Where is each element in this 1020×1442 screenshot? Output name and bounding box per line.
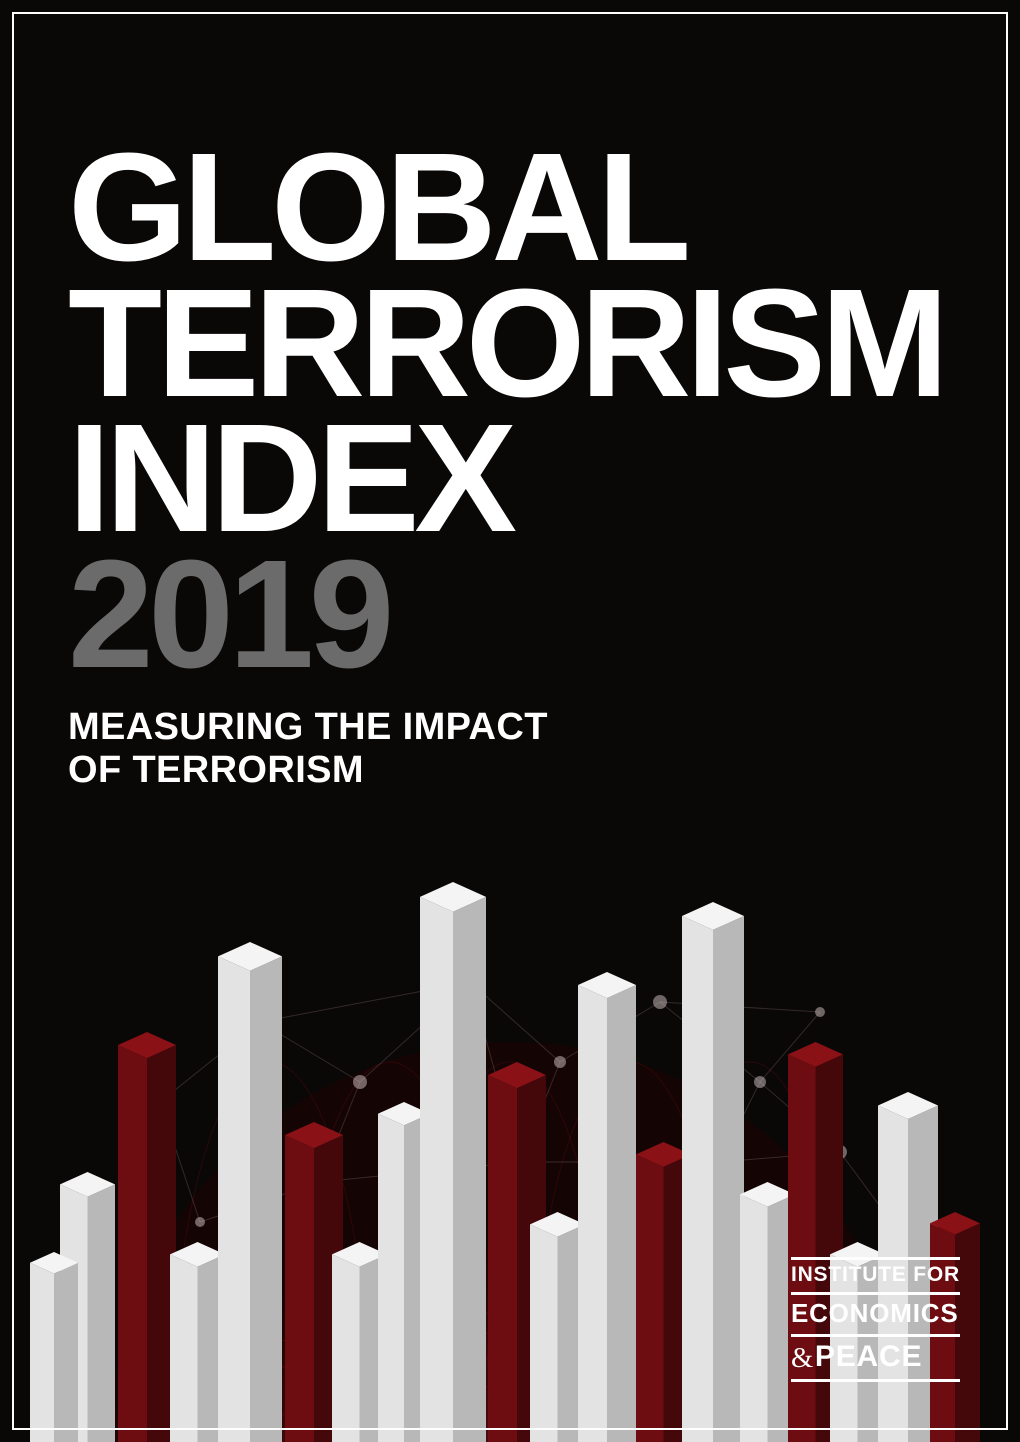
logo-ampersand: & [791, 1343, 814, 1375]
logo-peace-word: PEACE [815, 1340, 922, 1373]
subtitle: MEASURING THE IMPACTOF TERRORISM [68, 706, 980, 791]
title-line-3: INDEX [68, 411, 980, 547]
subtitle-line-1: MEASURING THE IMPACT [68, 706, 980, 749]
title-block: GLOBALTERRORISMINDEX2019 MEASURING THE I… [68, 140, 980, 791]
report-cover: GLOBALTERRORISMINDEX2019 MEASURING THE I… [0, 0, 1020, 1442]
logo-line-2: ECONOMICS [791, 1292, 960, 1334]
title-year: 2019 [68, 547, 980, 683]
publisher-logo: INSTITUTE FOR ECONOMICS &PEACE [791, 1257, 960, 1382]
logo-line-1: INSTITUTE FOR [791, 1257, 960, 1292]
title-line-2: TERRORISM [68, 276, 980, 412]
logo-line-3: &PEACE [791, 1334, 960, 1382]
title-line-1: GLOBAL [68, 140, 980, 276]
subtitle-line-2: OF TERRORISM [68, 749, 980, 792]
